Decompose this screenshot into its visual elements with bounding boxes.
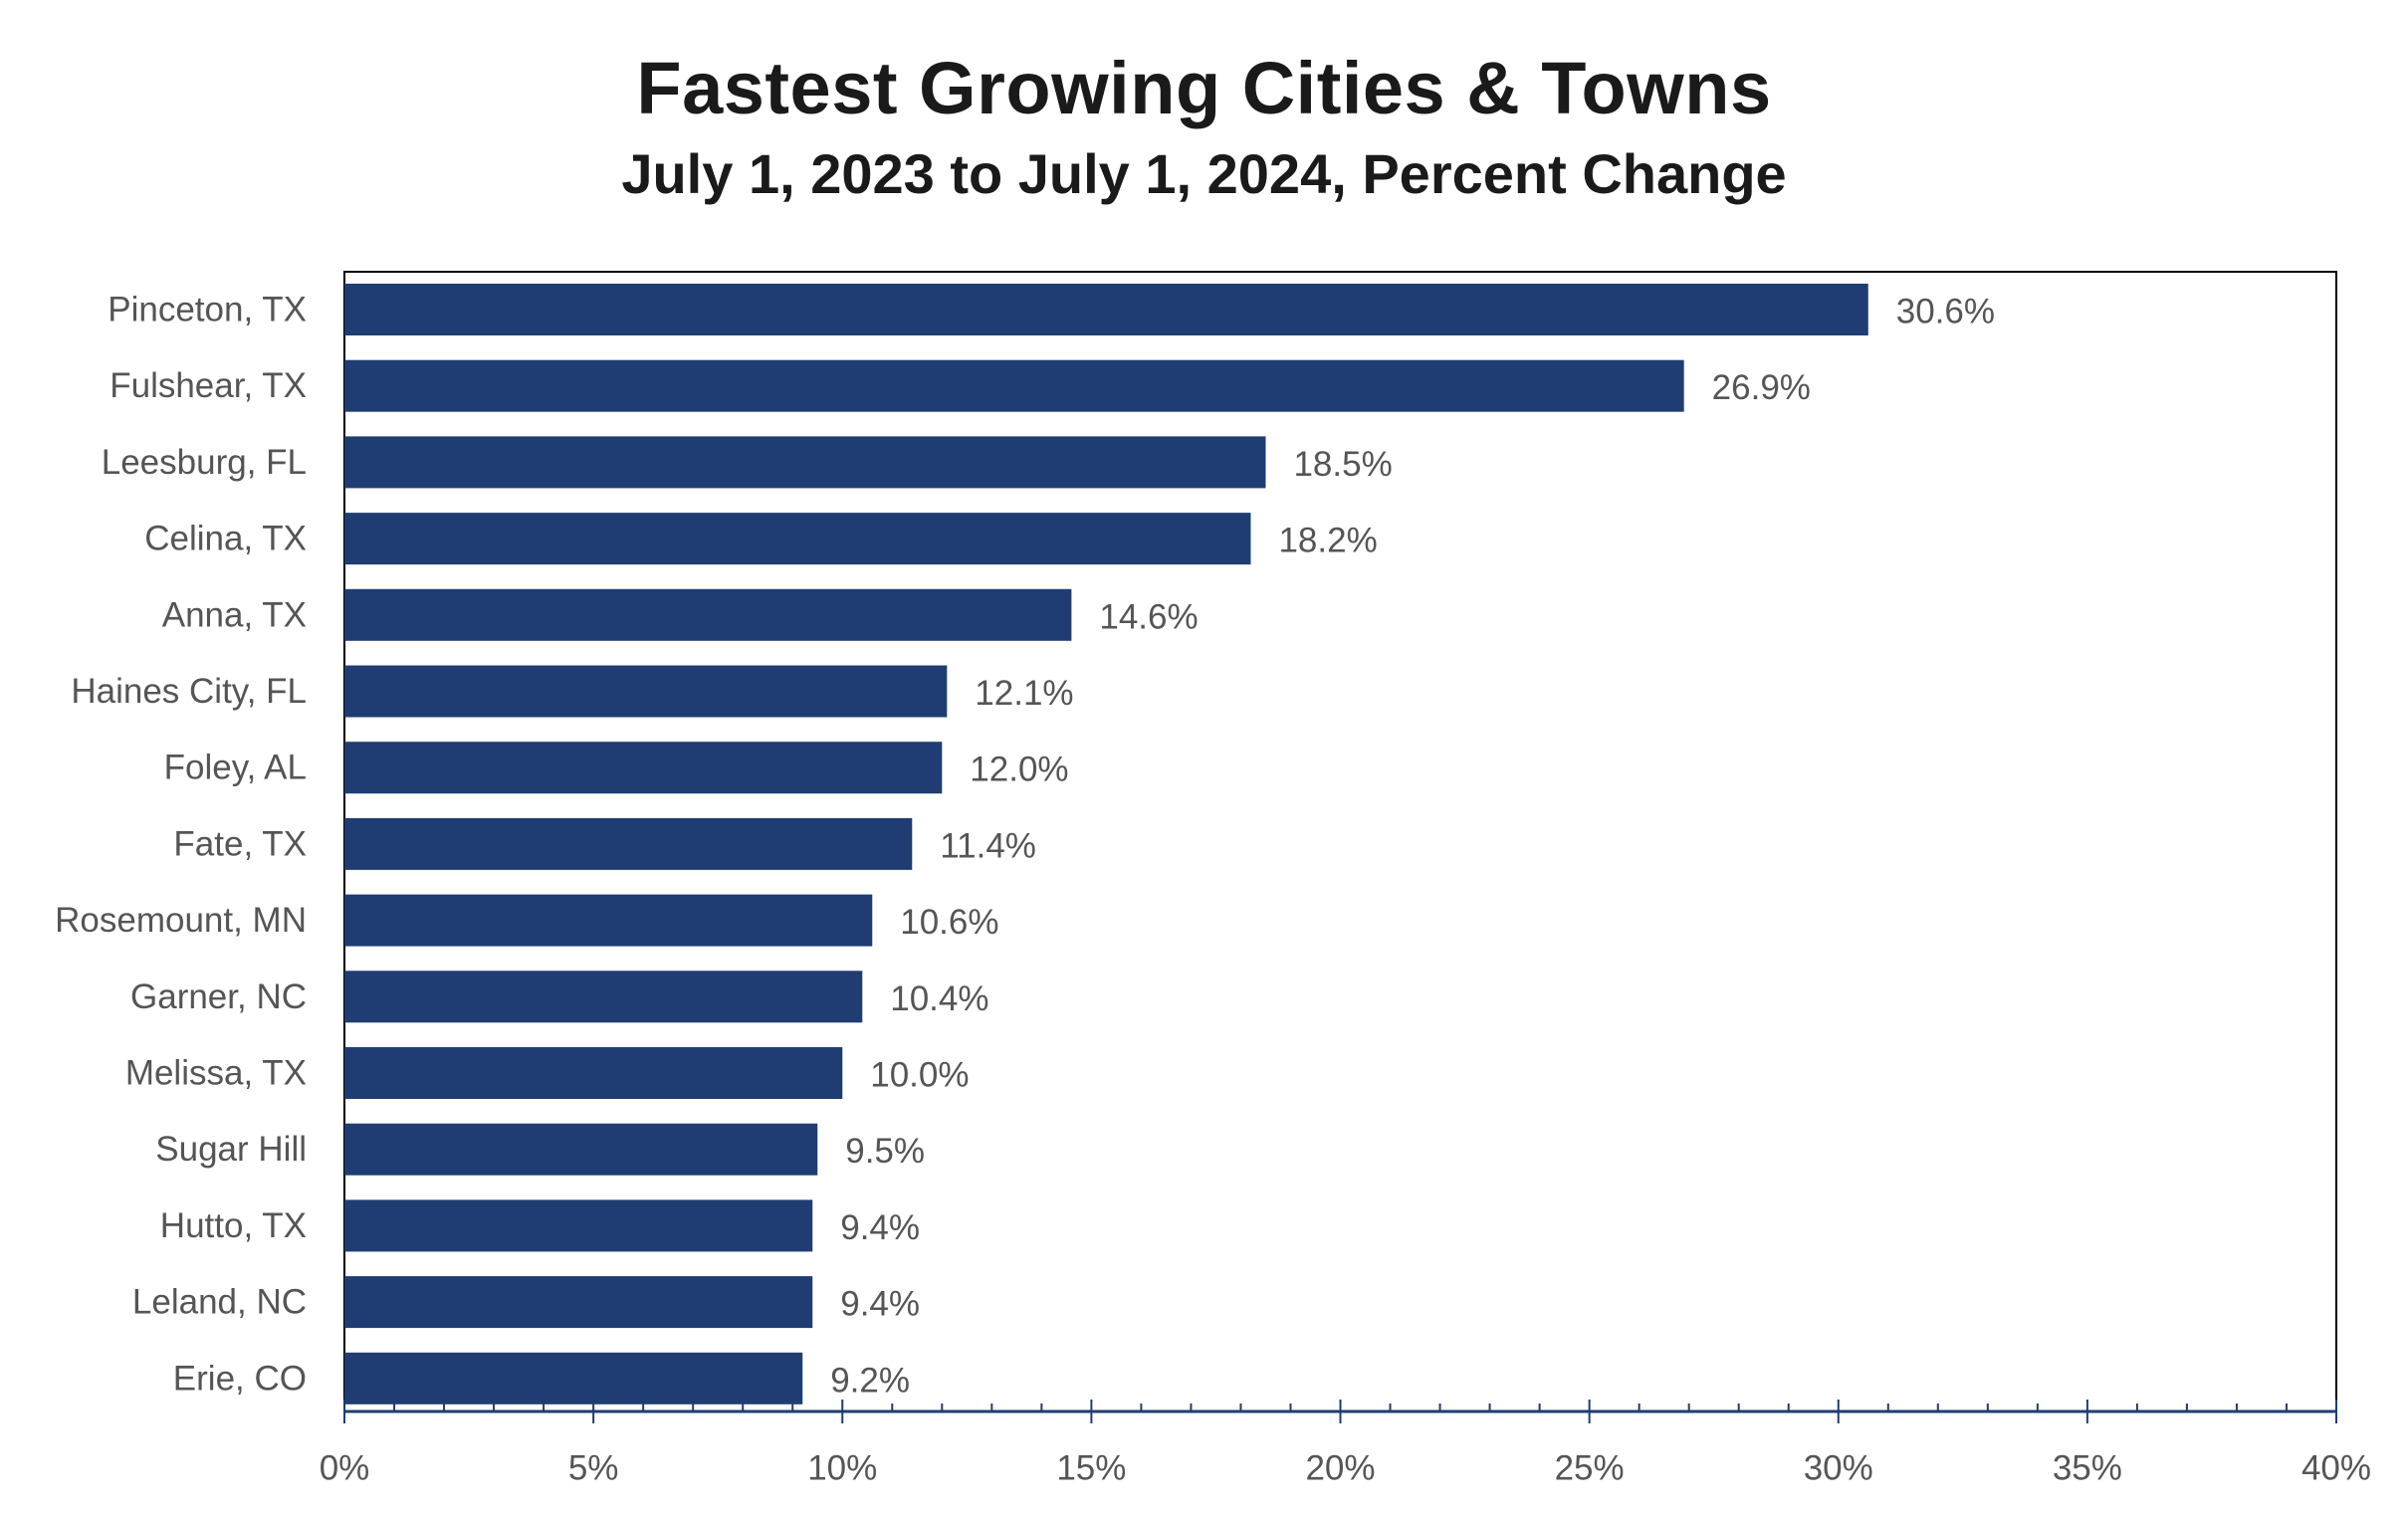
bar xyxy=(344,284,1868,335)
bar xyxy=(344,513,1251,565)
bar xyxy=(344,436,1266,489)
bar xyxy=(344,1199,813,1252)
bar xyxy=(344,665,948,718)
data-label: 11.4% xyxy=(940,826,1036,865)
category-label: Fate, TX xyxy=(173,824,307,863)
category-label: Fulshear, TX xyxy=(109,366,307,405)
data-label: 18.2% xyxy=(1278,522,1377,560)
x-tick-label: 0% xyxy=(320,1449,370,1488)
bar xyxy=(344,894,873,947)
category-label: Melissa, TX xyxy=(125,1054,307,1093)
bar xyxy=(344,1123,818,1176)
data-label: 26.9% xyxy=(1712,368,1811,407)
data-label: 12.0% xyxy=(970,751,1068,789)
chart-subtitle: July 1, 2023 to July 1, 2024, Percent Ch… xyxy=(621,142,1787,205)
bar xyxy=(344,971,863,1023)
category-label: Pinceton, TX xyxy=(108,291,307,329)
x-tick-label: 25% xyxy=(1555,1449,1625,1488)
category-label: Garner, NC xyxy=(130,977,307,1016)
x-tick-label: 35% xyxy=(2053,1449,2122,1488)
x-tick-label: 30% xyxy=(1804,1449,1873,1488)
bar xyxy=(344,1276,813,1329)
x-tick-label: 20% xyxy=(1305,1449,1375,1488)
x-tick-label: 10% xyxy=(807,1449,877,1488)
bar xyxy=(344,588,1072,641)
chart-title: Fastest Growing Cities & Towns xyxy=(636,47,1772,129)
x-tick-label: 15% xyxy=(1056,1449,1126,1488)
data-label: 14.6% xyxy=(1099,597,1198,636)
data-label: 18.5% xyxy=(1293,445,1392,484)
category-label: Hutto, TX xyxy=(160,1206,307,1245)
category-label: Sugar Hill xyxy=(155,1130,307,1169)
category-label: Anna, TX xyxy=(162,595,307,634)
data-label: 9.2% xyxy=(830,1361,910,1400)
bar xyxy=(344,359,1684,412)
data-label: 9.4% xyxy=(840,1208,920,1247)
data-label: 30.6% xyxy=(1896,293,1995,331)
data-label: 10.0% xyxy=(870,1056,969,1095)
data-label: 9.4% xyxy=(840,1285,920,1324)
bar xyxy=(344,742,943,794)
category-label: Haines City, FL xyxy=(71,672,307,711)
x-tick-label: 5% xyxy=(568,1449,619,1488)
category-label: Erie, CO xyxy=(173,1359,307,1398)
x-tick-label: 40% xyxy=(2301,1449,2371,1488)
bar xyxy=(344,1352,803,1405)
bar xyxy=(344,1047,843,1099)
bar xyxy=(344,817,913,870)
data-label: 9.5% xyxy=(845,1132,925,1171)
data-label: 10.4% xyxy=(890,979,988,1018)
category-label: Celina, TX xyxy=(144,520,307,558)
data-label: 10.6% xyxy=(900,903,998,942)
category-label: Rosemount, MN xyxy=(55,901,307,940)
category-label: Foley, AL xyxy=(164,749,307,787)
category-label: Leesburg, FL xyxy=(102,443,307,482)
category-label: Leland, NC xyxy=(132,1283,307,1322)
data-label: 12.1% xyxy=(975,674,1073,713)
